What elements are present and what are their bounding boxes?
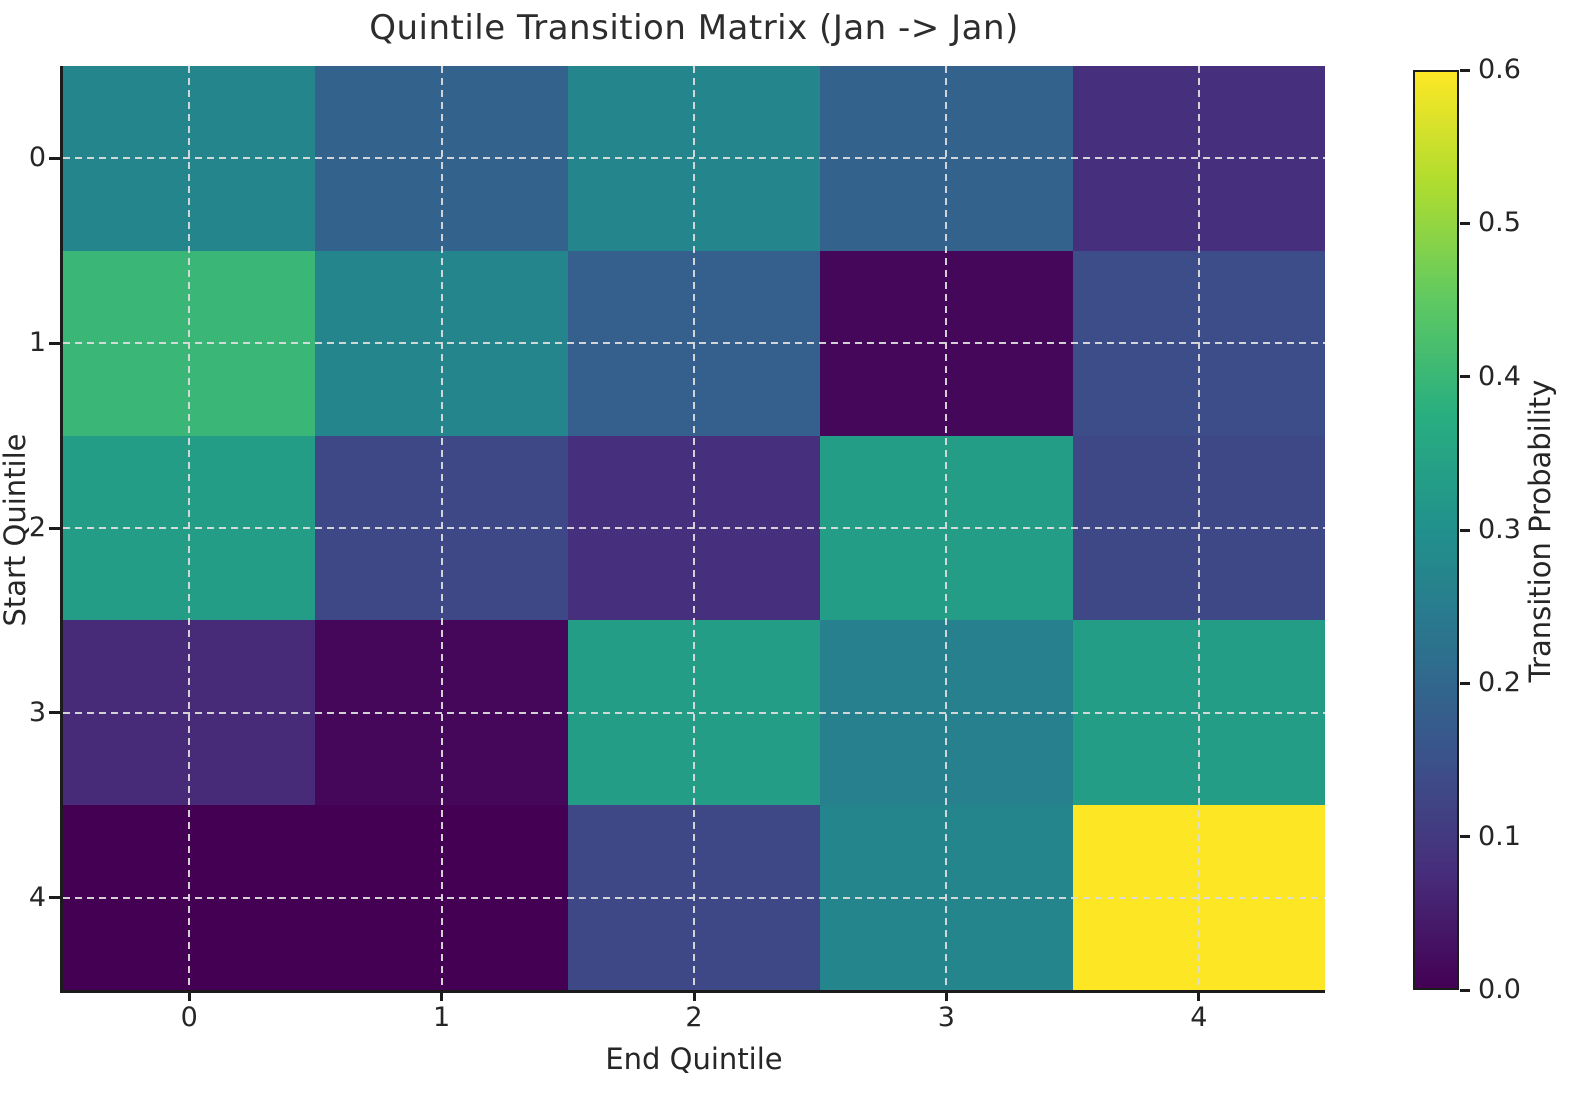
heatmap-cell <box>820 66 1073 251</box>
heatmap-cell <box>315 66 568 251</box>
x-axis-label: End Quintile <box>605 1042 783 1076</box>
heatmap-cell <box>567 435 821 621</box>
y-tick-label: 4 <box>28 881 46 913</box>
y-tick-label: 1 <box>28 327 46 359</box>
heatmap-cell <box>567 250 821 436</box>
x-tick-mark <box>1197 990 1201 1001</box>
heatmap-cell <box>820 250 1073 436</box>
heatmap-cell <box>1072 435 1325 621</box>
chart-title: Quintile Transition Matrix (Jan -> Jan) <box>369 8 1019 48</box>
colorbar-tick-label: 0.5 <box>1478 207 1521 239</box>
y-tick-mark <box>49 526 60 530</box>
colorbar-label: Transition Probability <box>1523 379 1557 683</box>
y-tick-label: 0 <box>28 142 46 174</box>
heatmap-cell <box>315 805 568 990</box>
colorbar-tick-label: 0.1 <box>1478 820 1521 852</box>
heatmap-cells <box>63 66 1325 990</box>
x-tick-label: 4 <box>1190 1002 1208 1033</box>
x-tick-mark <box>187 990 191 1001</box>
y-tick-mark <box>49 341 60 345</box>
x-tick-label: 1 <box>433 1002 451 1033</box>
y-tick-mark <box>49 156 60 160</box>
colorbar-tick-label: 0.0 <box>1478 974 1521 1005</box>
heatmap-cell <box>63 805 316 990</box>
colorbar-tick-label: 0.3 <box>1478 514 1521 545</box>
colorbar-tick-mark <box>1460 375 1470 379</box>
x-tick-label: 2 <box>685 1002 703 1033</box>
heatmap-cell <box>820 620 1073 806</box>
colorbar-tick-mark <box>1460 681 1470 685</box>
x-tick-mark <box>440 990 444 1001</box>
heatmap-cell <box>567 66 821 251</box>
colorbar <box>1413 70 1459 990</box>
colorbar-tick-label: 0.4 <box>1478 360 1521 392</box>
colorbar-tick-mark <box>1460 988 1470 992</box>
heatmap-cell <box>1072 66 1325 251</box>
heatmap-cell <box>820 435 1073 621</box>
heatmap-cell <box>1072 250 1325 436</box>
y-tick-mark <box>49 896 60 900</box>
colorbar-tick-label: 0.6 <box>1478 54 1521 85</box>
colorbar-tick-mark <box>1460 68 1470 72</box>
x-tick-mark <box>692 990 696 1001</box>
y-tick-mark <box>49 711 60 715</box>
colorbar-tick-mark <box>1460 221 1470 225</box>
y-tick-label: 3 <box>28 696 46 728</box>
y-tick-label: 2 <box>28 512 46 543</box>
heatmap-cell <box>63 250 316 436</box>
y-axis-label: Start Quintile <box>0 433 32 627</box>
heatmap-cell <box>63 66 316 251</box>
x-tick-mark <box>944 990 948 1001</box>
colorbar-tick-mark <box>1460 835 1470 839</box>
heatmap-cell <box>315 250 568 436</box>
x-tick-label: 0 <box>180 1002 198 1033</box>
heatmap-cell <box>63 620 316 806</box>
x-tick-label: 3 <box>937 1002 955 1033</box>
heatmap-cell <box>820 805 1073 990</box>
heatmap-cell <box>567 805 821 990</box>
heatmap-cell <box>315 435 568 621</box>
heatmap-cell <box>1072 620 1325 806</box>
heatmap-cell <box>1072 805 1325 990</box>
heatmap-cell <box>567 620 821 806</box>
heatmap-cell <box>315 620 568 806</box>
colorbar-tick-mark <box>1460 528 1470 532</box>
heatmap-cell <box>63 435 316 621</box>
colorbar-tick-label: 0.2 <box>1478 667 1521 699</box>
plot-area <box>60 66 1325 993</box>
